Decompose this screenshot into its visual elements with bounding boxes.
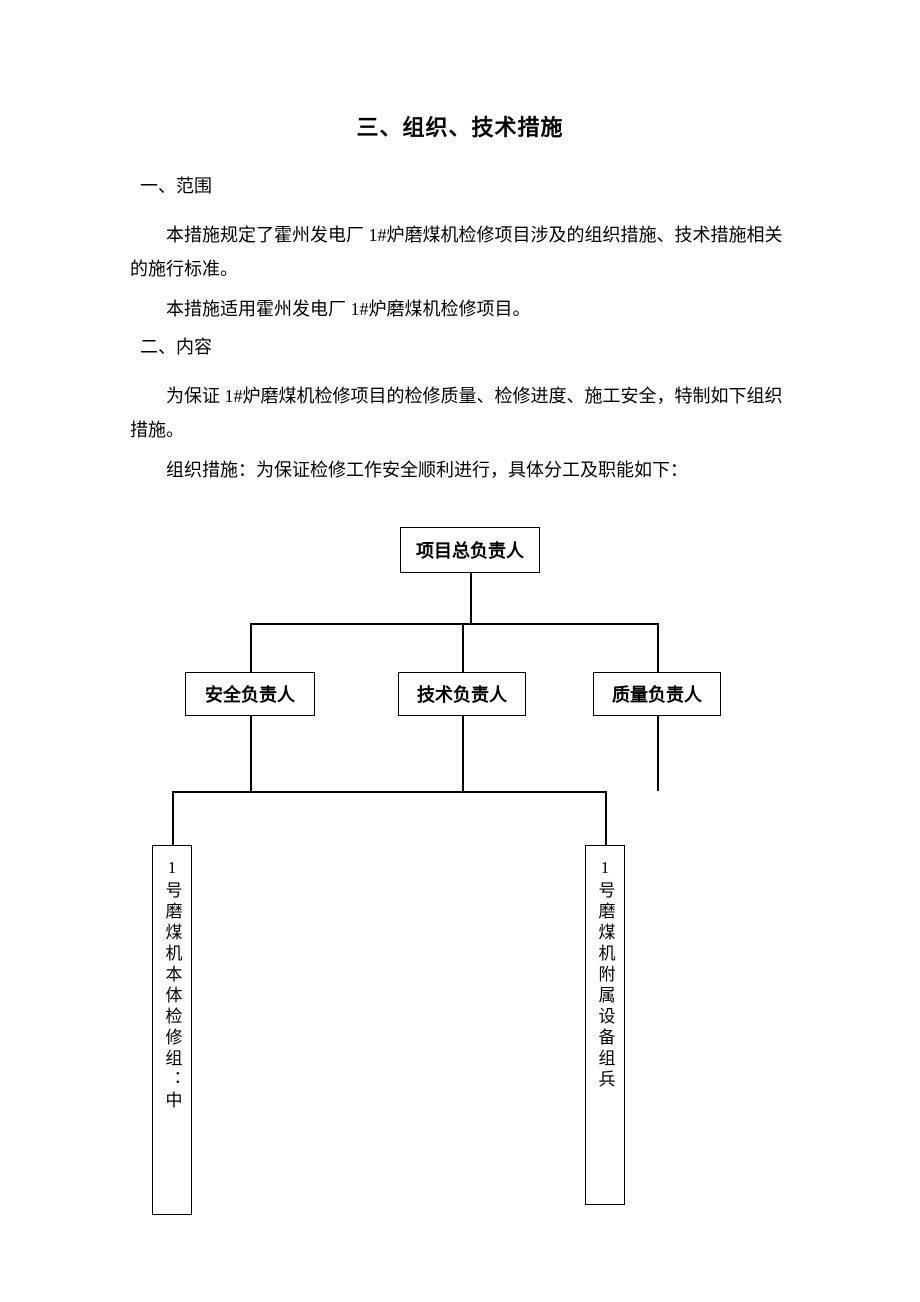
page-title: 三、组织、技术措施: [130, 110, 790, 142]
bottom-right-node: 1号磨煤机附属设备组兵: [585, 845, 625, 1205]
para2: 本措施适用霍州发电厂 1#炉磨煤机检修项目。: [130, 292, 790, 326]
para1: 本措施规定了霍州发电厂 1#炉磨煤机检修项目涉及的组织措施、技术措施相关的施行标…: [130, 218, 790, 286]
para3: 为保证 1#炉磨煤机检修项目的检修质量、检修进度、施工安全，特制如下组织措施。: [130, 379, 790, 447]
connector-line: [657, 623, 659, 672]
top-node: 项目总负责人: [400, 527, 540, 573]
mid-left-node: 安全负责人: [185, 672, 315, 716]
section1-header: 一、范围: [140, 172, 790, 198]
connector-line: [470, 573, 472, 623]
mid-center-node: 技术负责人: [398, 672, 526, 716]
connector-line: [250, 623, 252, 672]
connector-line: [250, 716, 252, 791]
connector-line: [172, 791, 605, 793]
bottom-left-node: 1号磨煤机本体检修组：中: [152, 845, 192, 1215]
connector-line: [250, 623, 658, 625]
org-chart: 项目总负责人 安全负责人 技术负责人 质量负责人 1号磨煤机本体检修组：中 1号…: [130, 527, 790, 1227]
mid-right-node: 质量负责人: [593, 672, 721, 716]
para4: 组织措施：为保证检修工作安全顺利进行，具体分工及职能如下：: [130, 453, 790, 487]
connector-line: [605, 791, 607, 845]
section2-header: 二、内容: [140, 333, 790, 359]
connector-line: [462, 716, 464, 791]
connector-line: [172, 791, 174, 845]
connector-line: [657, 716, 659, 791]
connector-line: [462, 623, 464, 672]
